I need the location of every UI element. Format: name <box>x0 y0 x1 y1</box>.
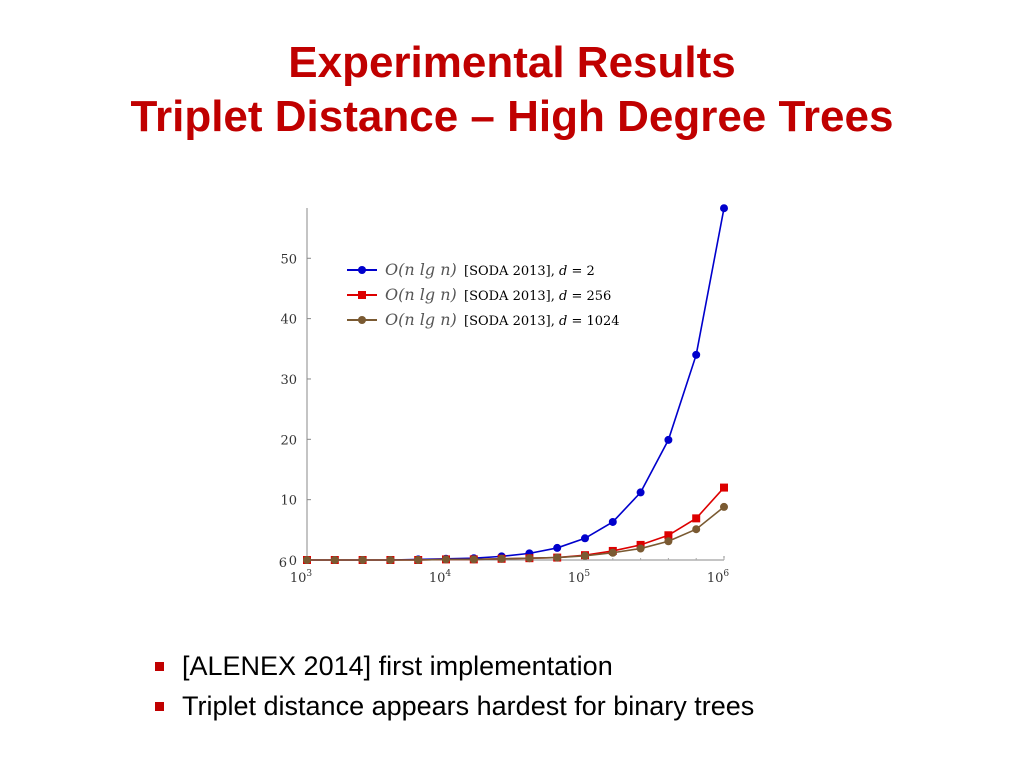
y-tick-label: 10 <box>280 494 297 509</box>
bullet-text: Triplet distance appears hardest for bin… <box>182 690 755 721</box>
bullet-square-icon <box>155 701 164 711</box>
bullet-item: [ALENEX 2014] first implementation <box>155 646 754 686</box>
data-point-circle <box>581 551 589 560</box>
series-1 <box>303 204 728 564</box>
legend-entry: O(n lg n) [SODA 2013], d = 256 <box>347 285 611 304</box>
data-point-circle <box>581 534 589 543</box>
x-tick-label: 106 <box>707 569 730 586</box>
data-point-circle <box>664 537 673 546</box>
series-3 <box>303 502 728 564</box>
y-tick-label: 20 <box>280 433 297 448</box>
series-line <box>307 487 725 561</box>
data-point-circle <box>692 350 701 359</box>
y-tick-label: 40 <box>280 313 297 328</box>
legend-math-label: O(n lg n) <box>385 285 457 304</box>
slide-title: Experimental Results Triplet Distance – … <box>0 36 1024 144</box>
data-point-circle <box>720 204 728 213</box>
data-point-circle <box>497 554 506 563</box>
data-point-circle <box>469 555 478 564</box>
data-point-circle <box>442 555 450 564</box>
series-line <box>307 208 725 561</box>
legend-math-label: O(n lg n) <box>385 260 457 279</box>
legend-marker-square <box>358 291 366 299</box>
legend-math-label: O(n lg n) <box>385 310 457 329</box>
legend-marker-circle <box>358 316 366 324</box>
x-tick-label: 105 <box>568 569 591 586</box>
title-line-2: Triplet Distance – High Degree Trees <box>130 92 894 141</box>
data-point-circle <box>636 544 645 553</box>
data-point-circle <box>303 556 311 564</box>
data-point-circle <box>692 525 701 534</box>
data-point-circle <box>386 556 395 564</box>
bullet-square-icon <box>155 661 164 671</box>
title-line-1: Experimental Results <box>288 38 736 87</box>
legend-text-label: [SODA 2013], d = 1024 <box>464 314 620 329</box>
data-point-circle <box>608 548 617 557</box>
data-point-circle <box>358 556 367 564</box>
data-point-circle <box>553 553 562 562</box>
legend-text-label: [SODA 2013], d = 2 <box>464 264 595 279</box>
data-point-circle <box>330 556 339 564</box>
stray-axis-label: 6 <box>279 556 287 571</box>
data-point-square <box>692 514 701 523</box>
legend-entry: O(n lg n) [SODA 2013], d = 1024 <box>347 310 620 329</box>
data-point-circle <box>636 488 645 497</box>
data-point-circle <box>553 543 562 552</box>
chart-series <box>303 204 728 564</box>
x-tick-label: 103 <box>290 569 313 586</box>
bullet-text: [ALENEX 2014] first implementation <box>182 650 613 681</box>
data-point-square <box>720 483 728 492</box>
data-point-circle <box>525 554 534 563</box>
data-point-square <box>664 531 673 540</box>
data-point-circle <box>414 556 423 564</box>
data-point-circle <box>664 435 673 444</box>
legend-marker-circle <box>358 266 366 274</box>
series-2 <box>303 483 728 564</box>
legend-text-label: [SODA 2013], d = 256 <box>464 289 611 304</box>
data-point-circle <box>608 517 617 526</box>
y-tick-label: 0 <box>289 554 297 569</box>
series-line <box>307 506 725 561</box>
chart-legend: O(n lg n) [SODA 2013], d = 2 O(n lg n) [SOD… <box>347 260 620 329</box>
data-point-circle <box>720 502 728 511</box>
y-tick-label: 30 <box>280 373 297 388</box>
x-tick-label: 104 <box>429 569 452 586</box>
legend-entry: O(n lg n) [SODA 2013], d = 2 <box>347 260 595 279</box>
bullet-item: Triplet distance appears hardest for bin… <box>155 686 754 726</box>
bullet-list: [ALENEX 2014] first implementation Tripl… <box>155 646 754 726</box>
y-tick-label: 50 <box>280 252 297 267</box>
